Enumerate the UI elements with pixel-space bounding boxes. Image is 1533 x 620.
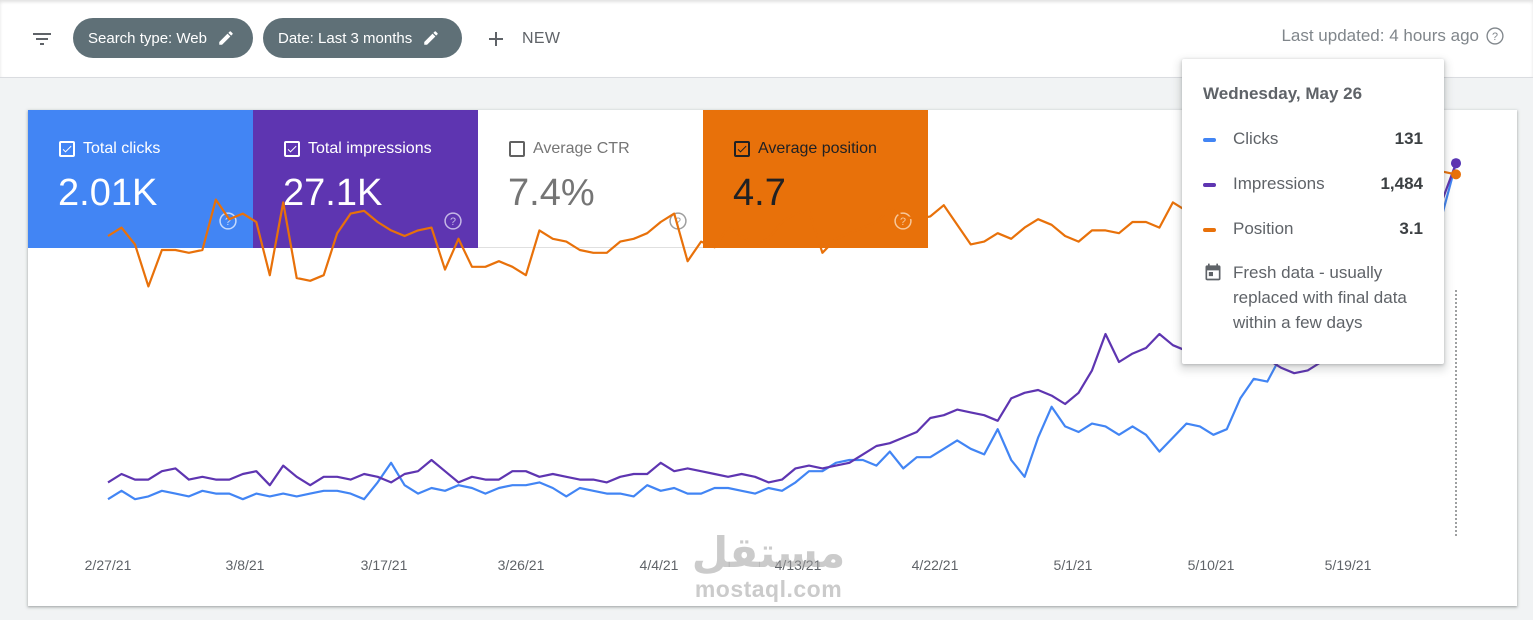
tooltip-row-name: Clicks — [1233, 129, 1279, 148]
x-tick-label: 5/19/21 — [1324, 557, 1372, 573]
tooltip-date: Wednesday, May 26 — [1203, 84, 1363, 103]
svg-text:?: ? — [450, 216, 456, 228]
metric-label: Total impressions — [308, 140, 432, 157]
checkbox-checked[interactable] — [59, 141, 75, 157]
filter-icon[interactable] — [30, 27, 54, 51]
metric-label-row: Total clicks — [59, 140, 160, 158]
tooltip-row-name: Impressions — [1233, 174, 1325, 193]
legend-swatch — [1203, 138, 1216, 142]
x-tick-label: 3/17/21 — [360, 557, 408, 573]
filter-bar: Search type: Web Date: Last 3 months NEW… — [0, 0, 1533, 78]
help-icon[interactable]: ? — [893, 211, 913, 231]
help-icon[interactable]: ? — [443, 211, 463, 231]
x-tick-label: 3/8/21 — [225, 557, 265, 573]
tooltip-row-clicks: Clicks 131 — [1203, 129, 1423, 151]
fresh-data-text: Fresh data - usually replaced with final… — [1233, 263, 1407, 332]
help-icon[interactable]: ? — [1485, 26, 1505, 46]
tooltip-row-value: 3.1 — [1399, 219, 1423, 238]
legend-swatch — [1203, 228, 1216, 232]
hover-point-position — [1451, 169, 1461, 180]
metric-value: 27.1K — [283, 172, 383, 214]
search-type-chip-label: Search type: Web — [88, 29, 207, 47]
metric-average-position[interactable]: Average position 4.7 ? — [703, 110, 928, 248]
metric-label-row: Total impressions — [284, 140, 432, 158]
metric-label: Average position — [758, 140, 877, 157]
x-tick-label: 5/10/21 — [1187, 557, 1235, 573]
checkbox-unchecked[interactable] — [509, 141, 525, 157]
checkbox-checked[interactable] — [284, 141, 300, 157]
plus-icon — [489, 32, 503, 46]
svg-text:?: ? — [900, 216, 906, 228]
legend-swatch — [1203, 183, 1216, 187]
metric-value: 4.7 — [733, 172, 786, 214]
tooltip-row-position: Position 3.1 — [1203, 219, 1423, 241]
new-filter-label: NEW — [522, 30, 561, 47]
metric-total-impressions[interactable]: Total impressions 27.1K ? — [253, 110, 478, 248]
calendar-icon — [1205, 263, 1221, 281]
last-updated-text: Last updated: 4 hours ago — [1281, 26, 1479, 45]
metric-value: 2.01K — [58, 172, 158, 214]
series-line-clicks — [107, 162, 1458, 501]
svg-text:?: ? — [1492, 31, 1498, 43]
help-icon[interactable]: ? — [218, 211, 238, 231]
tooltip-row-impressions: Impressions 1,484 — [1203, 174, 1423, 196]
hover-point-impressions — [1451, 158, 1461, 169]
watermark-arabic: مستقل — [691, 528, 846, 577]
x-tick-label: 4/4/21 — [639, 557, 679, 573]
metric-total-clicks[interactable]: Total clicks 2.01K ? — [28, 110, 253, 248]
metric-average-ctr[interactable]: Average CTR 7.4% ? — [478, 110, 703, 248]
search-type-chip[interactable]: Search type: Web — [73, 18, 253, 58]
checkbox-checked[interactable] — [734, 141, 750, 157]
x-tick-label: 2/27/21 — [84, 557, 132, 573]
edit-icon — [424, 31, 439, 45]
x-tick-label: 5/1/21 — [1053, 557, 1093, 573]
metric-label: Total clicks — [83, 140, 161, 157]
metric-label-row: Average position — [734, 140, 877, 158]
tooltip-row-name: Position — [1233, 219, 1294, 238]
tooltip-row-value: 131 — [1394, 129, 1423, 148]
watermark-latin: mostaql.com — [694, 576, 843, 602]
metric-label: Average CTR — [533, 140, 630, 157]
x-tick-label: 3/26/21 — [497, 557, 545, 573]
x-tick-label: 4/22/21 — [911, 557, 959, 573]
watermark: مستقل mostaql.com — [686, 528, 851, 603]
x-tick-label: 4/13/21 — [774, 557, 822, 573]
edit-icon — [219, 31, 233, 45]
svg-text:?: ? — [225, 216, 231, 228]
svg-text:?: ? — [675, 216, 681, 228]
new-filter-button[interactable]: NEW — [484, 24, 560, 54]
metric-label-row: Average CTR — [509, 140, 630, 158]
chart-tooltip: Wednesday, May 26 Clicks 131 Impressions… — [1182, 59, 1444, 364]
metric-value: 7.4% — [508, 172, 595, 214]
date-range-chip-label: Date: Last 3 months — [278, 29, 413, 47]
tooltip-row-value: 1,484 — [1380, 174, 1423, 193]
date-range-chip[interactable]: Date: Last 3 months — [263, 18, 462, 58]
last-updated: Last updated: 4 hours ago ? — [1281, 26, 1505, 46]
